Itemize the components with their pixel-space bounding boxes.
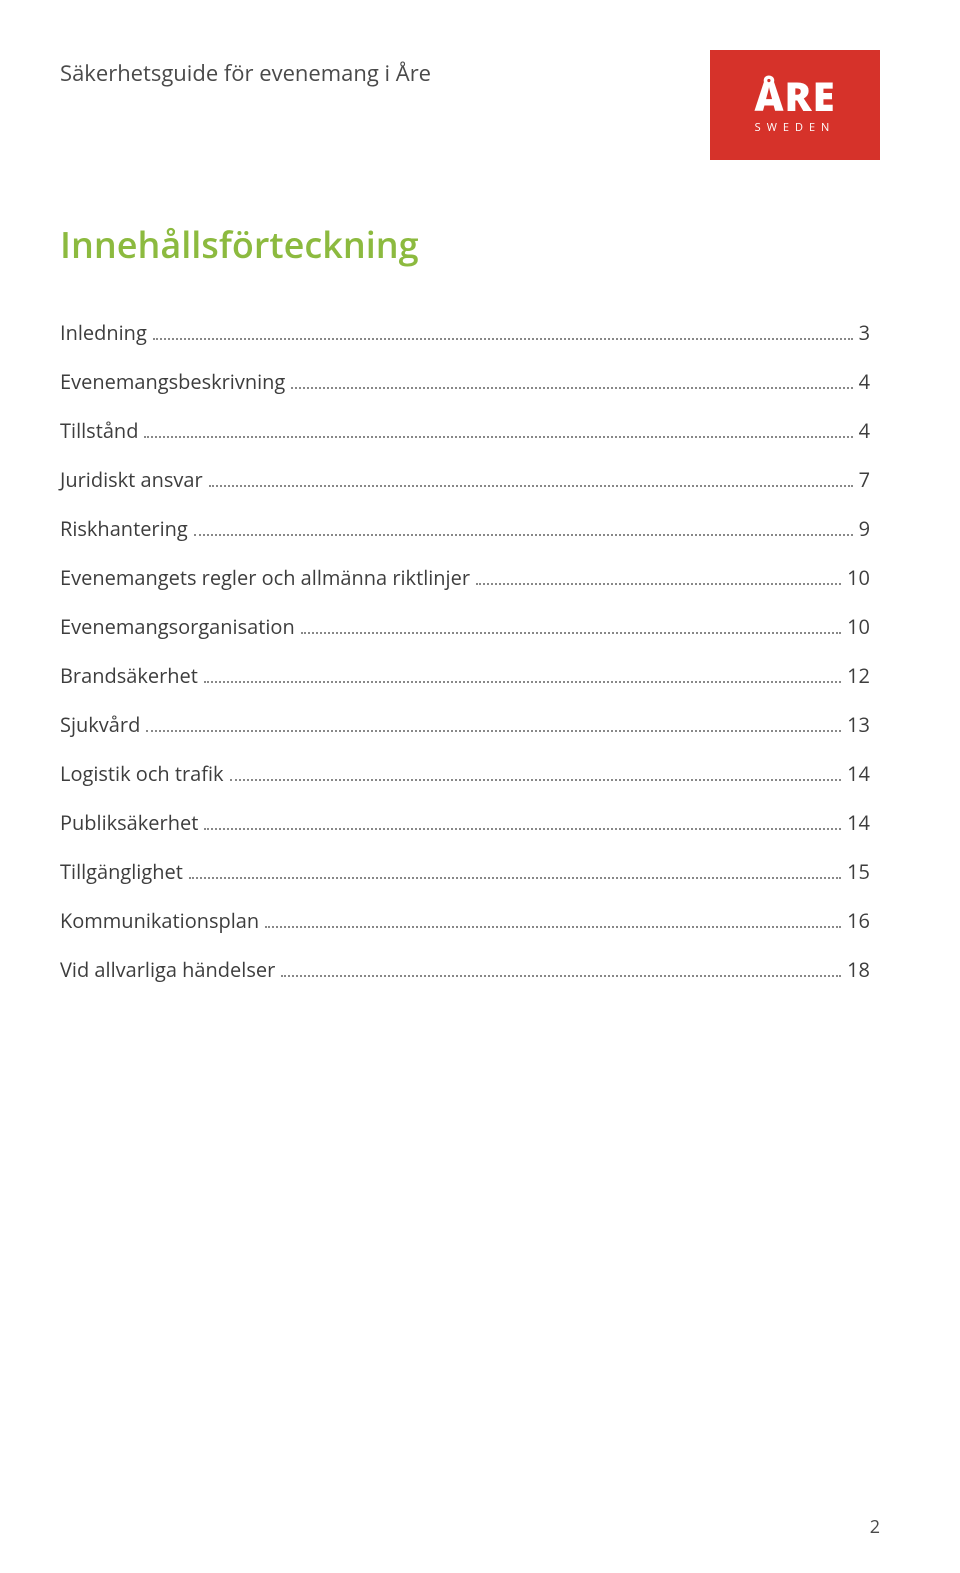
toc-entry[interactable]: Logistik och trafik 14 xyxy=(60,760,870,787)
toc-label: Brandsäkerhet xyxy=(60,662,198,689)
toc-leader xyxy=(476,583,841,585)
logo-sub-text: SWEDEN xyxy=(755,120,836,135)
toc-entry[interactable]: Evenemangets regler och allmänna riktlin… xyxy=(60,564,870,591)
toc-label: Logistik och trafik xyxy=(60,760,224,787)
page-title: Innehållsförteckning xyxy=(60,220,880,269)
toc-entry[interactable]: Tillstånd 4 xyxy=(60,417,870,444)
toc-leader xyxy=(153,338,853,340)
toc-leader xyxy=(265,926,841,928)
toc-leader xyxy=(281,975,841,977)
toc-label: Evenemangsbeskrivning xyxy=(60,368,285,395)
toc-leader xyxy=(230,779,842,781)
table-of-contents: Inledning 3 Evenemangsbeskrivning 4 Till… xyxy=(60,319,880,983)
toc-page: 12 xyxy=(847,662,870,689)
toc-label: Juridiskt ansvar xyxy=(60,466,203,493)
toc-entry[interactable]: Juridiskt ansvar 7 xyxy=(60,466,870,493)
toc-entry[interactable]: Riskhantering 9 xyxy=(60,515,870,542)
toc-entry[interactable]: Inledning 3 xyxy=(60,319,870,346)
header-title: Säkerhetsguide för evenemang i Åre xyxy=(60,50,431,88)
toc-label: Tillgänglighet xyxy=(60,858,183,885)
are-logo: ÅRE SWEDEN xyxy=(710,50,880,160)
toc-page: 14 xyxy=(847,809,870,836)
toc-label: Vid allvarliga händelser xyxy=(60,956,275,983)
toc-leader xyxy=(194,534,853,536)
toc-page: 10 xyxy=(847,564,870,591)
toc-label: Riskhantering xyxy=(60,515,188,542)
toc-page: 4 xyxy=(859,368,870,395)
toc-entry[interactable]: Evenemangsorganisation 10 xyxy=(60,613,870,640)
toc-page: 16 xyxy=(847,907,870,934)
toc-entry[interactable]: Tillgänglighet 15 xyxy=(60,858,870,885)
toc-label: Tillstånd xyxy=(60,417,138,444)
toc-page: 9 xyxy=(859,515,870,542)
toc-entry[interactable]: Brandsäkerhet 12 xyxy=(60,662,870,689)
document-page: Säkerhetsguide för evenemang i Åre ÅRE S… xyxy=(0,0,960,983)
toc-leader xyxy=(209,485,853,487)
toc-page: 10 xyxy=(847,613,870,640)
toc-page: 13 xyxy=(847,711,870,738)
header-row: Säkerhetsguide för evenemang i Åre ÅRE S… xyxy=(60,50,880,160)
toc-leader xyxy=(146,730,841,732)
toc-label: Kommunikationsplan xyxy=(60,907,259,934)
toc-leader xyxy=(189,877,841,879)
toc-leader xyxy=(301,632,841,634)
toc-label: Evenemangets regler och allmänna riktlin… xyxy=(60,564,470,591)
toc-leader xyxy=(204,681,841,683)
toc-page: 4 xyxy=(859,417,870,444)
toc-page: 14 xyxy=(847,760,870,787)
toc-label: Inledning xyxy=(60,319,147,346)
toc-leader xyxy=(204,828,841,830)
toc-label: Evenemangsorganisation xyxy=(60,613,295,640)
toc-page: 3 xyxy=(859,319,870,346)
toc-leader xyxy=(144,436,852,438)
toc-page: 7 xyxy=(859,466,870,493)
toc-page: 15 xyxy=(847,858,870,885)
page-number: 2 xyxy=(870,1515,880,1539)
toc-entry[interactable]: Publiksäkerhet 14 xyxy=(60,809,870,836)
logo-main-text: ÅRE xyxy=(754,76,835,116)
toc-label: Sjukvård xyxy=(60,711,140,738)
toc-leader xyxy=(291,387,852,389)
toc-entry[interactable]: Vid allvarliga händelser 18 xyxy=(60,956,870,983)
toc-entry[interactable]: Sjukvård 13 xyxy=(60,711,870,738)
toc-entry[interactable]: Evenemangsbeskrivning 4 xyxy=(60,368,870,395)
toc-label: Publiksäkerhet xyxy=(60,809,198,836)
toc-page: 18 xyxy=(847,956,870,983)
toc-entry[interactable]: Kommunikationsplan 16 xyxy=(60,907,870,934)
